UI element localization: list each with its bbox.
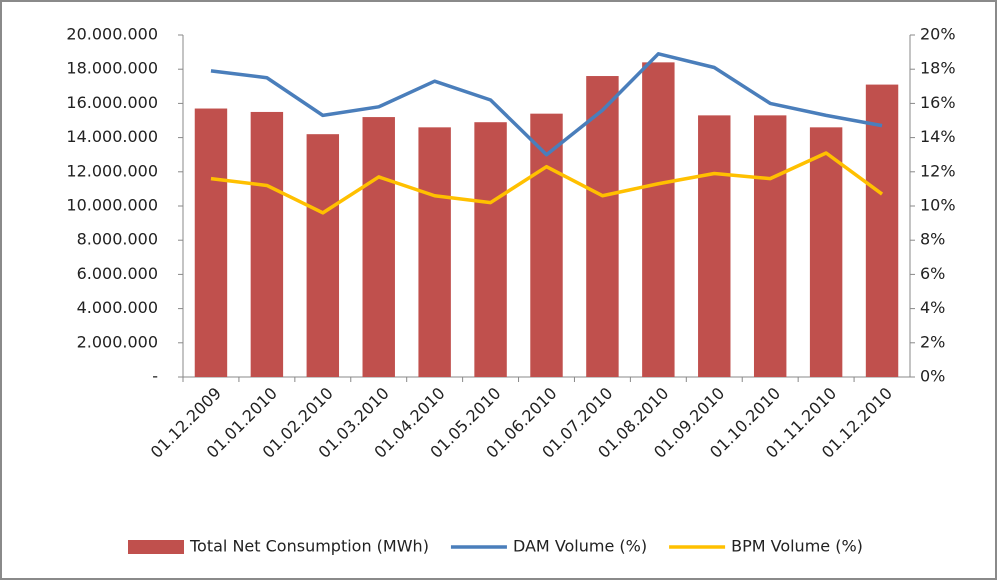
- legend-label: BPM Volume (%): [731, 537, 863, 556]
- y-tick-label: 2.000.000: [77, 332, 158, 351]
- y2-tick-label: 0%: [920, 367, 945, 386]
- line: [210, 52, 883, 157]
- bar: [250, 111, 284, 377]
- bar: [753, 115, 787, 378]
- line: [210, 151, 884, 215]
- legend-swatch: [128, 540, 184, 554]
- bar: [306, 134, 340, 377]
- legend: Total Net Consumption (MWh) DAM Volume (%…: [128, 537, 863, 556]
- bar: [194, 108, 228, 377]
- y2-tick-label: 18%: [920, 59, 956, 78]
- y2-tick-label: 12%: [920, 161, 956, 180]
- bar: [698, 115, 731, 378]
- bar: [530, 113, 563, 377]
- bar: [586, 76, 619, 377]
- y-tick-label: -: [152, 367, 158, 386]
- legend-label: DAM Volume (%): [513, 537, 647, 556]
- y-tick-label: 8.000.000: [77, 230, 158, 249]
- y-tick-label: 4.000.000: [77, 298, 158, 317]
- y2-tick-label: 14%: [920, 127, 956, 146]
- y-tick-label: 6.000.000: [77, 264, 158, 283]
- y-tick-label: 16.000.000: [66, 93, 158, 112]
- y-tick-label: 12.000.000: [66, 161, 158, 180]
- bar: [362, 117, 395, 377]
- y2-tick-label: 16%: [920, 93, 956, 112]
- y2-tick-label: 10%: [920, 196, 956, 215]
- y2-tick-label: 6%: [920, 264, 945, 283]
- y-tick-label: 14.000.000: [66, 127, 158, 146]
- y-tick-label: 18.000.000: [66, 59, 158, 78]
- bar: [474, 122, 507, 378]
- y2-tick-label: 2%: [920, 332, 945, 351]
- bar: [418, 127, 451, 377]
- y2-tick-label: 8%: [920, 230, 945, 249]
- bar: [809, 127, 843, 377]
- y-tick-label: 20.000.000: [66, 25, 158, 44]
- bar: [642, 62, 675, 378]
- y2-tick-label: 4%: [920, 298, 945, 317]
- legend-label: Total Net Consumption (MWh): [189, 537, 429, 556]
- y2-tick-label: 20%: [920, 25, 956, 44]
- bar: [865, 84, 899, 377]
- y-tick-label: 10.000.000: [66, 196, 158, 215]
